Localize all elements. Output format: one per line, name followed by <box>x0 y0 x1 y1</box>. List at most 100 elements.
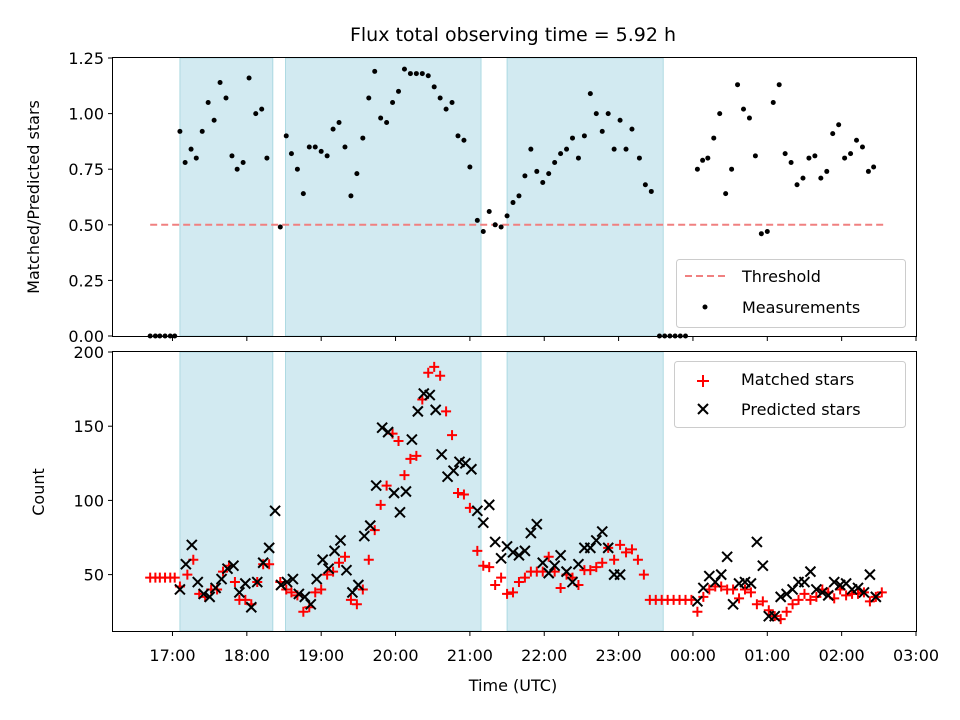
measurement-point <box>764 228 770 234</box>
matched-star-point <box>393 436 404 447</box>
predicted-star-point <box>804 565 817 578</box>
matched-star-point <box>375 499 386 510</box>
predicted-star-point <box>269 505 281 517</box>
matched-star-point <box>328 566 339 577</box>
predicted-stars-points <box>174 387 882 622</box>
measurement-point <box>735 82 741 88</box>
y-tick-label: 0.00 <box>68 327 104 346</box>
matched-star-point <box>799 588 810 599</box>
y-tick-label: 200 <box>73 343 104 362</box>
measurement-point <box>746 115 752 121</box>
measurement-point <box>752 153 758 159</box>
matched-star-point <box>345 594 356 605</box>
predicted-star-point <box>727 598 739 610</box>
predicted-star-point <box>316 554 329 566</box>
predicted-star-point <box>429 404 442 416</box>
predicted-star-point <box>697 582 710 594</box>
measurement-point <box>729 166 735 172</box>
observing-window <box>285 351 482 632</box>
matched-star-point <box>864 596 875 607</box>
measurement-point <box>575 155 581 161</box>
predicted-star-point <box>305 598 317 610</box>
measurement-point <box>758 231 764 237</box>
x-tick-label: 01:00 <box>744 646 790 665</box>
count-panel-frame <box>112 351 917 632</box>
measurement-point <box>318 148 324 154</box>
measurement-point <box>776 82 782 88</box>
measurement-point <box>569 135 575 141</box>
predicted-star-point <box>537 557 549 569</box>
measurement-point <box>437 95 443 101</box>
measurement-point <box>401 66 407 72</box>
matched-star-point <box>435 370 446 381</box>
matched-star-point <box>484 562 495 573</box>
matched-star-point <box>458 489 469 500</box>
measurement-point <box>366 95 372 101</box>
matched-star-point <box>334 557 345 568</box>
matched-star-point <box>478 560 489 571</box>
predicted-star-point <box>721 551 733 563</box>
measurement-point <box>306 144 312 150</box>
ratio-panel: 0.00 0.25 0.50 0.75 1.00 1.25 Matched/Predict… <box>24 49 917 346</box>
predicted-star-point <box>489 536 501 548</box>
matched-star-point <box>728 584 739 595</box>
predicted-star-point <box>542 567 555 579</box>
matched-star-point <box>496 572 507 583</box>
measurement-point <box>300 191 306 197</box>
x-tick-label: 00:00 <box>670 646 716 665</box>
ratio-legend: Threshold Measurements <box>676 259 906 328</box>
matched-star-point <box>399 470 410 481</box>
matched-star-point <box>490 579 501 590</box>
measurement-point <box>836 122 842 128</box>
matched-star-point <box>310 587 321 598</box>
matched-star-point <box>381 480 392 491</box>
threshold-legend-label: Threshold <box>741 267 821 286</box>
measurement-point <box>522 173 528 179</box>
measurement-point <box>199 128 205 134</box>
measurement-point <box>246 75 252 81</box>
matched-star-point <box>739 584 750 595</box>
observing-window <box>179 57 274 337</box>
matched-star-point <box>841 590 852 601</box>
measurement-point <box>788 160 794 166</box>
measurement-point <box>360 135 366 141</box>
measurement-point <box>723 191 729 197</box>
predicted-star-point <box>370 479 382 492</box>
matched-star-point <box>363 554 374 565</box>
matched-legend-label: Matched stars <box>741 370 854 389</box>
measurement-point <box>177 128 183 134</box>
measurement-point <box>461 137 467 143</box>
y-tick-label: 1.00 <box>68 105 104 124</box>
measurement-point <box>259 106 265 112</box>
measurement-point <box>782 151 788 157</box>
measurement-point <box>705 155 711 161</box>
predicted-star-point <box>810 583 823 596</box>
measurement-point <box>407 71 413 77</box>
predicted-star-point <box>358 530 371 542</box>
predicted-star-point <box>186 539 198 551</box>
matched-star-point <box>745 587 756 598</box>
observing-window <box>506 351 664 632</box>
predicted-star-point <box>227 559 240 572</box>
x-tick-label: 18:00 <box>224 646 270 665</box>
measurement-point <box>741 106 747 112</box>
y-tick-label: 100 <box>73 491 104 510</box>
predicted-star-point <box>346 586 359 599</box>
predicted-star-point <box>471 505 484 517</box>
predicted-legend-swatch <box>697 403 709 415</box>
predicted-star-point <box>275 579 287 591</box>
chart-title: Flux total observing time = 5.92 h <box>350 24 676 46</box>
measurement-point <box>474 217 480 223</box>
predicted-star-point <box>209 582 222 594</box>
predicted-star-point <box>287 573 299 585</box>
x-tick-label: 19:00 <box>298 646 344 665</box>
measurement-point <box>842 155 848 161</box>
predicted-star-point <box>465 463 478 475</box>
predicted-star-point <box>525 527 537 539</box>
predicted-star-point <box>584 542 597 554</box>
matched-legend-swatch <box>697 375 709 387</box>
predicted-star-point <box>548 559 561 572</box>
predicted-star-point <box>334 534 347 547</box>
y-tick-label: 0.75 <box>68 160 104 179</box>
measurement-point <box>812 153 818 159</box>
